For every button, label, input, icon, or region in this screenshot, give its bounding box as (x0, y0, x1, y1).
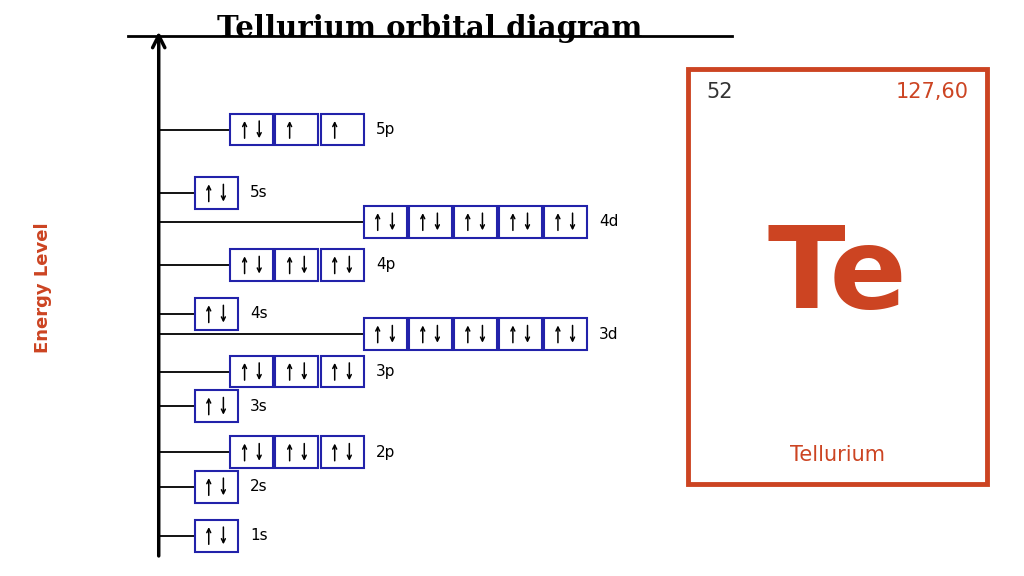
Text: 3p: 3p (376, 364, 395, 379)
Bar (230, 249, 273, 281)
Bar (321, 113, 364, 145)
Bar (275, 113, 318, 145)
Bar (454, 206, 497, 237)
Text: Te: Te (768, 221, 907, 332)
Text: 127,60: 127,60 (896, 82, 969, 102)
Bar (230, 113, 273, 145)
Bar (195, 520, 238, 552)
Text: 4p: 4p (376, 257, 395, 272)
Text: 3s: 3s (250, 399, 267, 414)
Bar (688, 69, 987, 484)
Bar (230, 356, 273, 388)
Text: 4s: 4s (250, 306, 267, 321)
Text: 5p: 5p (376, 122, 395, 137)
Text: 3d: 3d (599, 327, 618, 342)
Text: 2s: 2s (250, 479, 267, 494)
Bar (195, 391, 238, 422)
Bar (544, 206, 587, 237)
Bar (275, 249, 318, 281)
Bar (275, 437, 318, 468)
Bar (195, 471, 238, 502)
Text: Tellurium orbital diagram: Tellurium orbital diagram (217, 14, 643, 43)
Bar (409, 206, 452, 237)
Bar (230, 437, 273, 468)
Bar (321, 356, 364, 388)
Bar (364, 206, 407, 237)
Text: Tellurium: Tellurium (791, 445, 885, 465)
Bar (275, 356, 318, 388)
Text: 2p: 2p (376, 445, 395, 460)
Bar (499, 318, 542, 350)
Bar (321, 437, 364, 468)
Bar (544, 318, 587, 350)
Text: Energy Level: Energy Level (34, 223, 52, 353)
Bar (499, 206, 542, 237)
Text: 52: 52 (707, 82, 733, 102)
Bar (195, 298, 238, 329)
Bar (409, 318, 452, 350)
Text: 4d: 4d (599, 214, 618, 229)
Bar (454, 318, 497, 350)
Bar (321, 249, 364, 281)
Bar (195, 177, 238, 209)
Bar (364, 318, 407, 350)
Text: 5s: 5s (250, 185, 267, 200)
Text: 1s: 1s (250, 528, 267, 543)
